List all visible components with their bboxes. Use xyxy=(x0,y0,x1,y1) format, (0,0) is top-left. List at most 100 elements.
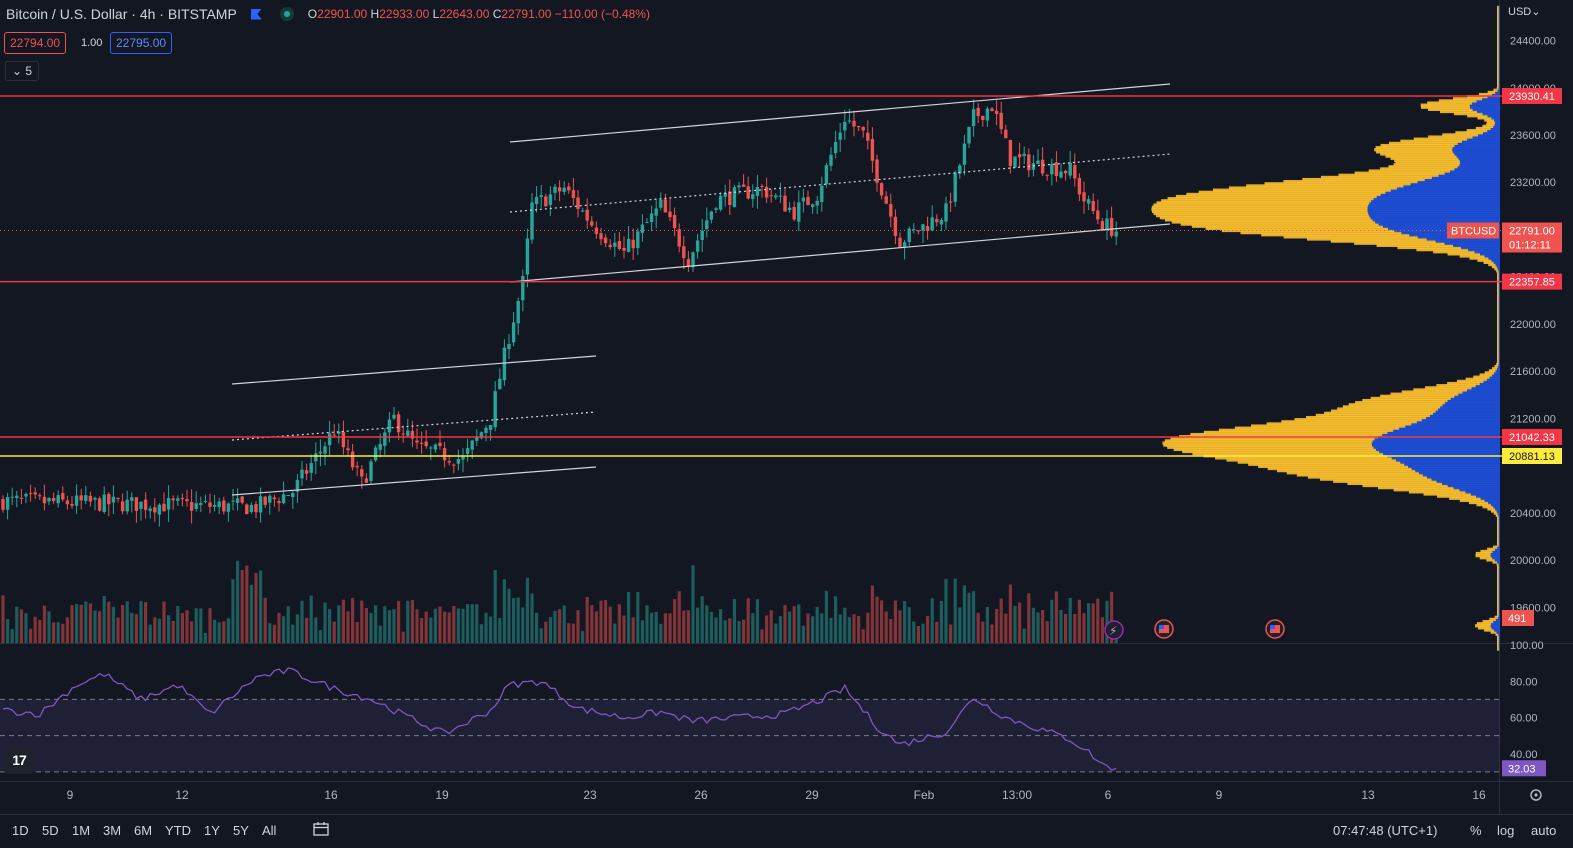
market-status-icon[interactable] xyxy=(279,7,294,21)
range-1d[interactable]: 1D xyxy=(12,823,29,838)
candle xyxy=(1050,158,1054,186)
channel-line xyxy=(231,466,597,496)
volume-bar xyxy=(976,612,980,643)
range-5y[interactable]: 5Y xyxy=(233,823,249,838)
volume-profile-row-up xyxy=(1377,486,1454,490)
candle-body xyxy=(360,469,364,477)
volume-bar xyxy=(364,607,368,643)
clock[interactable]: 07:47:48 (UTC+1) xyxy=(1333,823,1438,838)
volume-bar xyxy=(139,601,143,643)
volume-profile-row-down xyxy=(1458,392,1500,396)
candle xyxy=(79,488,83,510)
range-3m[interactable]: 3M xyxy=(103,823,122,838)
volume-profile-row-up xyxy=(1380,394,1455,398)
volume-profile-row-down xyxy=(1400,460,1500,464)
volume-bar xyxy=(972,591,976,643)
volume-profile-row-up xyxy=(1497,48,1499,52)
candle-body xyxy=(355,465,359,468)
range-5d[interactable]: 5D xyxy=(42,823,59,838)
candle-body xyxy=(737,185,741,188)
volume-profile-row-down xyxy=(1498,69,1500,73)
volume-profile-row-down xyxy=(1399,426,1500,430)
range-ytd[interactable]: YTD xyxy=(165,823,191,838)
symbol-title[interactable]: Bitcoin / U.S. Dollar · 4h · BITSTAMP xyxy=(6,6,237,22)
volume-profile-row-down xyxy=(1495,617,1500,622)
volume-profile-row-up xyxy=(1497,641,1499,645)
candle xyxy=(245,503,249,515)
flag-icon[interactable] xyxy=(250,8,262,20)
candle xyxy=(337,423,341,444)
volume-profile-row-up xyxy=(1476,622,1492,626)
date-range-icon[interactable] xyxy=(312,820,330,841)
candle-body xyxy=(544,196,548,207)
volume-bar xyxy=(33,616,37,643)
volume-profile-row-down xyxy=(1444,241,1500,245)
volume-profile-row-down xyxy=(1498,594,1500,598)
percent-scale-toggle[interactable]: % xyxy=(1470,823,1482,838)
volume-profile-row-down xyxy=(1498,303,1500,307)
volume-profile-row-up xyxy=(1497,341,1499,345)
candle xyxy=(1086,195,1091,211)
volume-profile-row-down xyxy=(1498,80,1500,84)
range-all[interactable]: All xyxy=(262,823,277,838)
volume-bar xyxy=(516,597,520,643)
candle-body xyxy=(695,240,700,252)
settings-gear-icon[interactable] xyxy=(1530,789,1542,801)
volume-profile-row-up xyxy=(1497,594,1499,598)
volume-profile-row-down xyxy=(1493,260,1500,265)
volume-bar xyxy=(185,610,189,643)
auto-scale-toggle[interactable]: auto xyxy=(1531,823,1557,838)
last-price-label-bg xyxy=(1502,222,1562,253)
candle-body xyxy=(1105,218,1109,230)
volume-profile-row-down xyxy=(1498,313,1500,318)
volume-profile-row-up xyxy=(1420,103,1470,107)
candle-body xyxy=(97,498,102,511)
volume-profile-row-down xyxy=(1457,141,1500,146)
volume-bar xyxy=(581,631,585,643)
volume-profile-row-up xyxy=(1497,645,1499,649)
time-tick-label: 13 xyxy=(1361,788,1375,802)
indicators-toggle-button[interactable]: ⌄ 5 xyxy=(5,61,40,81)
candle-body xyxy=(631,239,635,249)
candle xyxy=(971,99,976,137)
candle xyxy=(521,269,525,312)
volume-profile-row-up xyxy=(1393,163,1460,167)
volume-profile-row-up xyxy=(1495,632,1499,636)
candle-body xyxy=(714,208,718,210)
candle-body xyxy=(1045,174,1049,176)
volume-profile-row-up xyxy=(1475,126,1491,131)
volume-profile-row-down xyxy=(1498,10,1500,14)
volume-bar xyxy=(387,610,391,643)
volume-profile-row-up xyxy=(1497,56,1499,60)
buy-button[interactable]: 22795.00 xyxy=(110,32,173,54)
candle xyxy=(741,174,746,188)
candle xyxy=(879,182,884,200)
range-6m[interactable]: 6M xyxy=(134,823,153,838)
candle-body xyxy=(300,469,304,479)
volume-profile-row-down xyxy=(1396,458,1500,462)
tradingview-logo[interactable]: 17 xyxy=(4,746,34,774)
volume-profile-row-down xyxy=(1465,490,1500,494)
volume-profile-row-down xyxy=(1498,611,1500,615)
currency-button[interactable]: USD⌄ xyxy=(1508,6,1541,18)
candle xyxy=(84,485,88,505)
volume-profile-row-down xyxy=(1462,390,1500,394)
time-tick-label: 13:00 xyxy=(1002,788,1032,802)
candle-body xyxy=(571,190,576,198)
volume-profile-row-down xyxy=(1498,562,1500,566)
volume-profile-row-up xyxy=(1205,226,1389,231)
sell-button[interactable]: 22794.00 xyxy=(4,32,67,54)
volume-bar xyxy=(1,595,5,643)
volume-profile-row-up xyxy=(1408,490,1466,494)
volume-profile-row-down xyxy=(1418,471,1500,475)
candle-body xyxy=(148,508,152,512)
range-1m[interactable]: 1M xyxy=(72,823,91,838)
volume-bar xyxy=(98,611,102,643)
log-scale-toggle[interactable]: log xyxy=(1497,823,1515,838)
candle xyxy=(617,232,622,251)
volume-profile-row-up xyxy=(1497,607,1499,611)
candle-body xyxy=(493,391,497,428)
range-1y[interactable]: 1Y xyxy=(204,823,220,838)
volume-profile-row-up xyxy=(1497,50,1499,54)
